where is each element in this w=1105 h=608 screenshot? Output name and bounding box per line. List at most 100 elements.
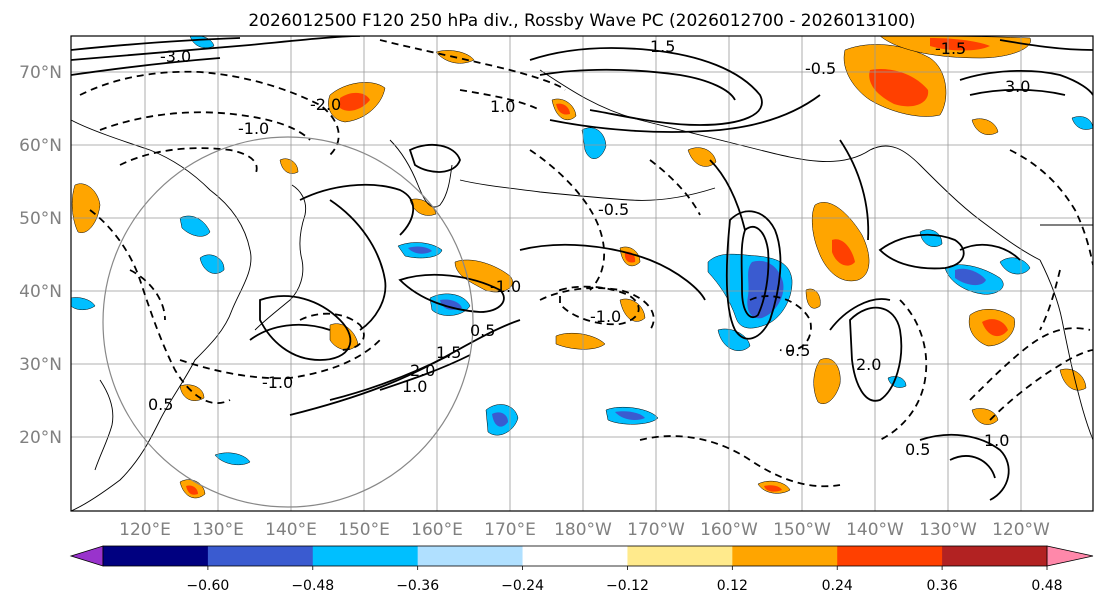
shade-blue-6-core [492,412,508,427]
coastline-japan [254,184,307,331]
shade-blue-10 [581,127,607,159]
contour-pos-29 [519,243,706,301]
colorbar-segment [207,546,314,566]
shade-orange-17 [971,118,999,135]
contour-pos-13 [398,273,505,313]
contour-label: -1.0 [262,373,293,392]
lon-label: 140°W [846,520,904,540]
contour-pos-28 [408,143,461,173]
lat-label: 30°N [19,355,62,375]
shade-orange-3-core [930,38,990,51]
colorbar-extend-high [1046,545,1094,567]
lat-label: 70°N [19,63,62,83]
contour-pos-4 [529,47,763,126]
colorbar-tick-label: 0.24 [822,578,853,594]
shade-orange-16-core [556,103,570,115]
shade-blue-3 [999,257,1031,275]
contour-neg-7 [459,89,541,111]
shade-orange-11 [71,183,101,233]
lon-label: 150°E [338,520,390,540]
contour-neg-4 [89,209,231,405]
contour-neg-2 [99,111,311,141]
contour-label: -1.5 [935,39,966,58]
colorbar-tick-label: −0.60 [186,578,229,594]
coastline-philippines [94,379,114,471]
contour-neg-19 [299,312,365,351]
colorbar-segment [312,546,419,566]
divergence-shading [71,36,1093,499]
contour-pos-6 [549,94,821,133]
contour-pos-24 [959,243,1021,261]
contour-neg-1 [79,70,340,156]
shade-orange-6 [813,358,841,404]
contour-neg-12 [749,295,812,352]
shade-orange-22 [1059,368,1087,391]
contour-label: 2.0 [410,361,435,380]
contour-neg-8 [559,285,640,326]
contour-pos-21 [829,298,891,331]
contour-neg-6 [379,39,566,91]
lon-label: 130°E [192,520,244,540]
contour-neg-3 [119,147,258,176]
contour-pos-23 [949,455,996,479]
contours-positive [71,36,1093,501]
colorbar-segment [732,546,838,566]
contour-label: -1.0 [590,307,621,326]
colorbar-tick-label: −0.48 [291,578,334,594]
contour-pos-17 [709,159,746,231]
contour-pos-26 [969,88,1066,96]
colorbar-segment [103,546,209,566]
shade-orange-2-core [869,68,929,107]
contour-pos-11 [329,354,451,401]
lon-label: 170°E [484,520,536,540]
contour-label: 3.0 [1005,77,1030,96]
longitude-labels: 120°E 130°E 140°E 150°E 160°E 170°E 180°W 170°W… [119,520,1050,540]
contour-neg-5 [179,339,381,380]
contour-label: 0.5 [148,395,173,414]
contour-pos-15 [725,210,782,340]
lon-label: 180°W [554,520,612,540]
shade-orange-8 [555,333,606,350]
contour-pos-7 [299,183,415,236]
contour-pos-27 [999,39,1093,51]
colorbar-frame [102,545,1048,567]
contour-labels: -3.0 -1.5 -2.0 -1.0 -1.0 -1.0 -1.0 -0.5 … [148,37,1030,459]
contour-pos-1 [71,37,241,51]
contour-pos-9 [249,323,331,341]
shade-blue-14 [214,452,251,466]
colorbar-tick-label: −0.36 [396,578,439,594]
contour-neg-20 [129,269,166,321]
shade-orange-14-core [764,485,782,492]
contour-label: -0.5 [805,59,836,78]
shade-blue-5-core [440,299,462,310]
colorbar: −0.60 −0.48 −0.36 −0.24 −0.12 0.12 0.24 0.36 0.4… [69,545,1094,594]
colorbar-segment [627,546,733,566]
lat-label: 40°N [19,282,62,302]
contour-label: 1.0 [402,377,427,396]
contour-neg-17 [1009,149,1093,266]
lon-label: 130°W [919,520,977,540]
coastline-kamchatka [389,139,453,208]
contour-label: 1.0 [984,431,1009,450]
contour-pos-25 [959,69,1093,96]
shade-orange-15-core [186,485,198,495]
contour-label: 2.0 [856,355,881,374]
lat-label: 60°N [19,136,62,156]
lon-label: 120°W [992,520,1050,540]
contour-pos-5 [539,68,736,101]
colorbar-segment [942,546,1048,566]
contour-neg-10 [529,149,605,291]
contour-neg-13 [639,435,841,488]
shade-orange-21 [805,288,821,309]
contour-label: -1.0 [238,119,269,138]
contour-label: 0.5 [470,321,495,340]
contour-neg-11 [649,159,701,216]
shade-blue-11 [717,328,751,351]
contour-label: 1.5 [436,343,461,362]
contour-pos-3 [71,57,221,76]
contour-pos-20 [849,306,903,402]
contour-label: -3.0 [160,47,191,66]
shade-blue-2-core [955,268,986,286]
colorbar-segment [837,546,943,566]
